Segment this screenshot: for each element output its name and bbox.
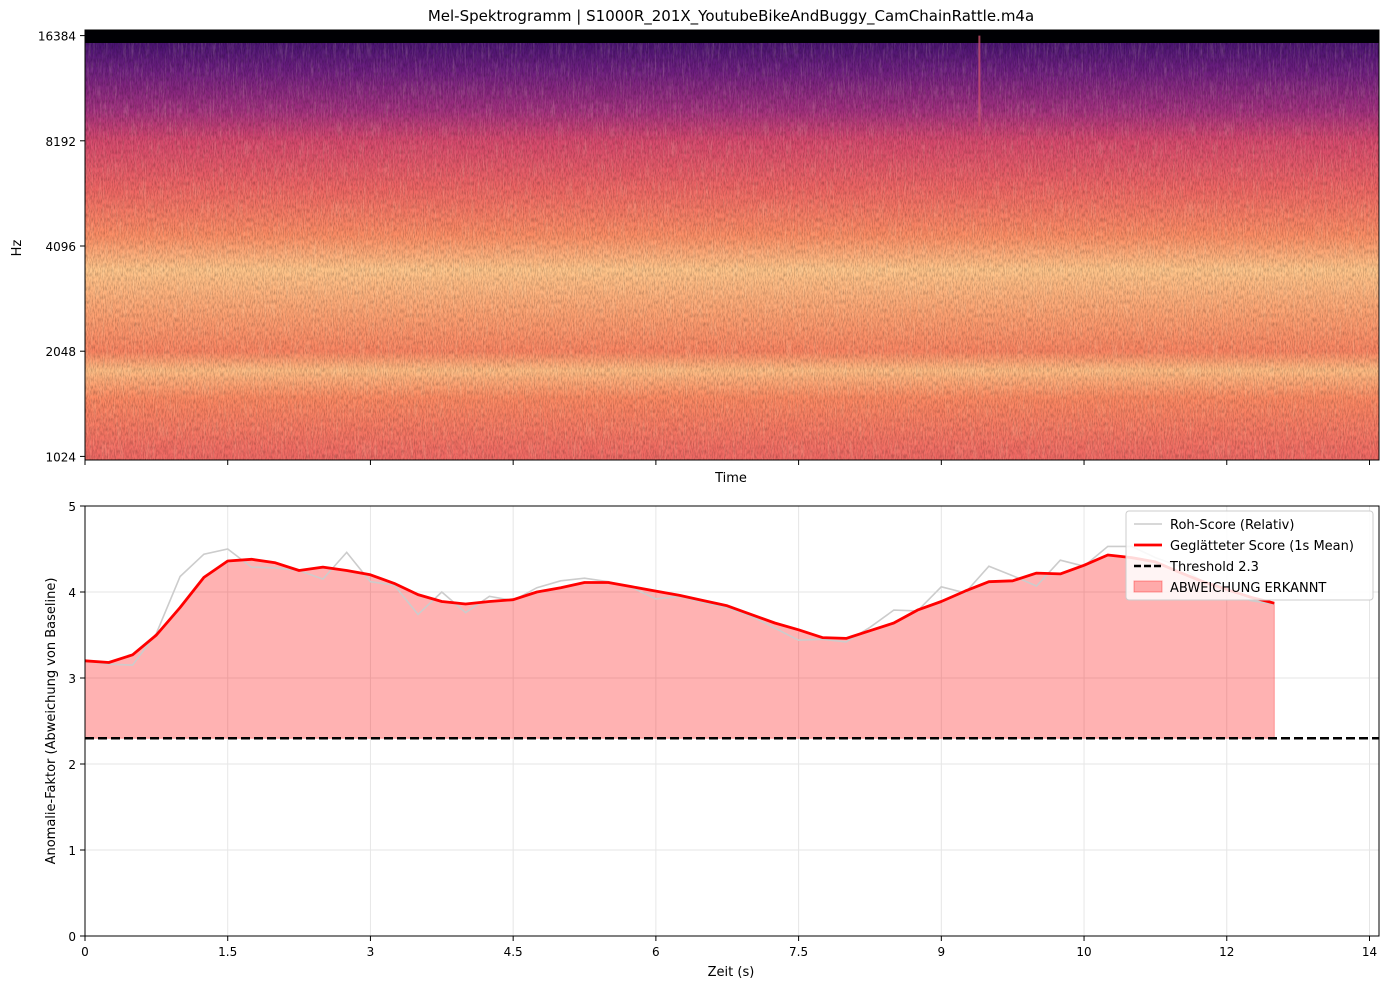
anomaly-frame — [84, 505, 1380, 937]
legend-region-swatch — [1133, 580, 1163, 593]
spectrogram-y-tick-label: 1024 — [45, 450, 76, 464]
anomaly-x-ticks: 0 1.5 3 4.5 6 7.5 9 10 12 14 — [81, 936, 1377, 959]
smoothed-score-line — [84, 553, 1275, 664]
anomaly-x-axis-label: Zeit (s) — [708, 965, 755, 980]
spectrogram-y-tick-label: 4096 — [45, 240, 76, 254]
anomaly-y-tick-label: 1 — [68, 844, 76, 858]
anomaly-y-tick-label: 3 — [68, 672, 76, 686]
anomaly-y-tick-label: 2 — [68, 758, 76, 772]
anomaly-x-tick-label: 9 — [938, 945, 946, 959]
anomaly-x-tick-label: 0 — [81, 945, 89, 959]
anomaly-x-tick-label: 7.5 — [789, 945, 808, 959]
spectrogram-panel: Mel-Spektrogramm | S1000R_201X_YoutubeBi… — [10, 7, 1380, 486]
spectrogram-x-ticks — [84, 460, 1370, 465]
spectrogram-texture-dark — [85, 30, 1379, 460]
anomaly-y-tick-label: 5 — [68, 500, 76, 514]
anomaly-x-tick-label: 6 — [652, 945, 660, 959]
legend-smooth-label: Geglätteter Score (1s Mean) — [1170, 539, 1354, 554]
spectrogram-y-tick-label: 2048 — [45, 345, 76, 359]
anomaly-x-tick-label: 10 — [1076, 945, 1091, 959]
legend-threshold-label: Threshold 2.3 — [1169, 560, 1259, 575]
anomaly-x-tick-label: 12 — [1219, 945, 1234, 959]
spectrogram-y-axis-label: Hz — [10, 240, 25, 257]
spectrogram-frame — [84, 29, 1380, 461]
spectrogram-y-tick-label: 16384 — [38, 30, 76, 44]
anomaly-y-axis-label: Anomalie-Faktor (Abweichung von Baseline… — [44, 578, 59, 865]
anomaly-y-tick-label: 0 — [68, 930, 76, 944]
anomaly-x-tick-label: 14 — [1362, 945, 1377, 959]
anomaly-y-ticks: 0 1 2 3 4 5 — [68, 500, 85, 944]
legend: Roh-Score (Relativ) Geglätteter Score (1… — [1125, 510, 1374, 601]
anomaly-x-tick-label: 4.5 — [504, 945, 523, 959]
spectrogram-title: Mel-Spektrogramm | S1000R_201X_YoutubeBi… — [428, 7, 1034, 26]
spectrogram-y-tick-label: 8192 — [45, 135, 76, 149]
spectrogram-x-axis-label: Time — [714, 471, 747, 486]
anomaly-filled-region — [84, 554, 1275, 739]
legend-region-label: ABWEICHUNG ERKANNT — [1170, 581, 1326, 596]
spectrogram-y-ticks: 16384 8192 4096 2048 1024 — [38, 30, 85, 464]
anomaly-x-tick-label: 3 — [367, 945, 375, 959]
anomaly-x-tick-label: 1.5 — [218, 945, 237, 959]
anomaly-y-tick-label: 4 — [68, 586, 76, 600]
legend-box — [1125, 510, 1374, 601]
spectrogram-top-silence — [85, 30, 1379, 43]
legend-raw-label: Roh-Score (Relativ) — [1170, 518, 1294, 533]
